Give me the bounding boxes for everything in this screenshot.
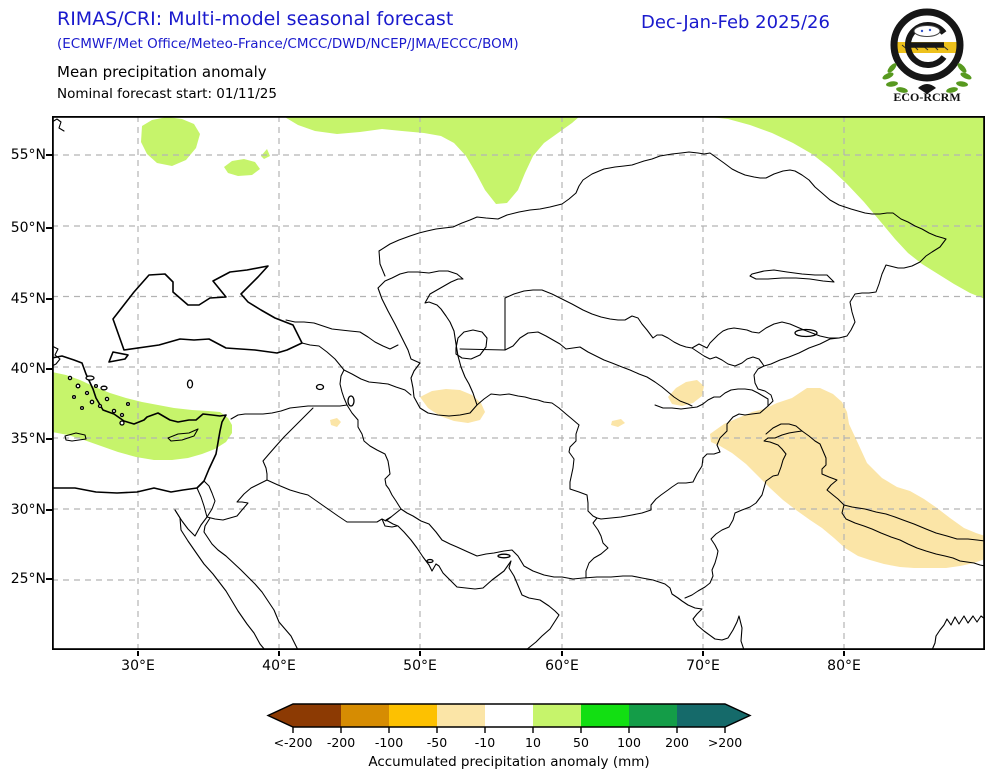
colorbar-left-arrow [268, 704, 293, 727]
lat-tick-35n: 35°N [10, 431, 46, 447]
axis-tick [46, 298, 52, 300]
coastlines [52, 118, 985, 650]
colorbar-caption: Accumulated precipitation anomaly (mm) [368, 754, 649, 770]
lon-tick-40e: 40°E [262, 658, 296, 674]
logo-cloud [913, 25, 941, 37]
lat-tick-55n: 55°N [10, 147, 46, 163]
forecast-start-text: Nominal forecast start: 01/11/25 [57, 86, 277, 102]
axis-tick [46, 154, 52, 156]
map-frame [52, 116, 985, 650]
axis-tick [46, 227, 52, 229]
axis-tick [278, 651, 280, 656]
logo-hands [918, 84, 936, 94]
axis-tick [137, 651, 139, 656]
lat-tick-40n: 40°N [10, 361, 46, 377]
colorbar-segment [533, 704, 581, 727]
season-label: Dec-Jan-Feb 2025/26 [641, 12, 830, 33]
colorbar-tick-label: -50 [427, 735, 447, 750]
islands-and-lakes [67, 328, 818, 564]
colorbar-segment [389, 704, 437, 727]
colorbar-tick-label: 10 [525, 735, 541, 750]
map-canvas [52, 116, 985, 650]
negative-anomaly-patches [330, 380, 985, 568]
colorbar-segment [677, 704, 725, 727]
lat-tick-45n: 45°N [10, 291, 46, 307]
colorbar-tick-label: -100 [375, 735, 403, 750]
axis-tick [46, 368, 52, 370]
colorbar-tick-label: 50 [573, 735, 589, 750]
logo-label: ECO-RCRM [893, 90, 960, 102]
axis-tick [419, 651, 421, 656]
axis-tick [561, 651, 563, 656]
colorbar-tick-label: 200 [665, 735, 689, 750]
lon-tick-60e: 60°E [545, 658, 579, 674]
axis-tick [46, 578, 52, 580]
colorbar-right-arrow [725, 704, 750, 727]
colorbar-segment [581, 704, 629, 727]
colorbar-tick-label: -200 [327, 735, 355, 750]
axis-tick [702, 651, 704, 656]
lat-tick-50n: 50°N [10, 220, 46, 236]
eco-rcrm-logo-icon: ECO-RCRM [882, 8, 972, 102]
lat-tick-25n: 25°N [10, 571, 46, 587]
axis-tick [843, 651, 845, 656]
country-borders [196, 151, 985, 599]
colorbar: <-200 -200 -100 -50 -10 10 50 100 200 >2… [266, 703, 752, 770]
model-list-subtitle: (ECMWF/Met Office/Meteo-France/CMCC/DWD/… [57, 36, 519, 52]
lat-tick-30n: 30°N [10, 502, 46, 518]
colorbar-segment [629, 704, 677, 727]
colorbar-segments [293, 704, 725, 727]
variable-subtitle: Mean precipitation anomaly [57, 63, 267, 81]
colorbar-tick-label: <-200 [274, 735, 313, 750]
lon-tick-50e: 50°E [403, 658, 437, 674]
colorbar-segment [293, 704, 341, 727]
colorbar-tick-label: >200 [708, 735, 742, 750]
lon-tick-70e: 70°E [686, 658, 720, 674]
colorbar-segment [485, 704, 533, 727]
page-title: RIMAS/CRI: Multi-model seasonal forecast [57, 8, 454, 30]
lon-tick-80e: 80°E [827, 658, 861, 674]
colorbar-tick-labels: <-200 -200 -100 -50 -10 10 50 100 200 >2… [274, 735, 743, 750]
axis-tick [46, 438, 52, 440]
colorbar-segment [437, 704, 485, 727]
lon-tick-30e: 30°E [121, 658, 155, 674]
axis-tick [46, 509, 52, 511]
colorbar-tick-label: 100 [617, 735, 641, 750]
logo-outer-ring [890, 8, 964, 82]
logo-leaves [882, 63, 972, 93]
colorbar-ticks [292, 727, 726, 733]
graticule-gridlines [52, 116, 985, 650]
colorbar-tick-label: -10 [475, 735, 495, 750]
colorbar-segment [341, 704, 389, 727]
